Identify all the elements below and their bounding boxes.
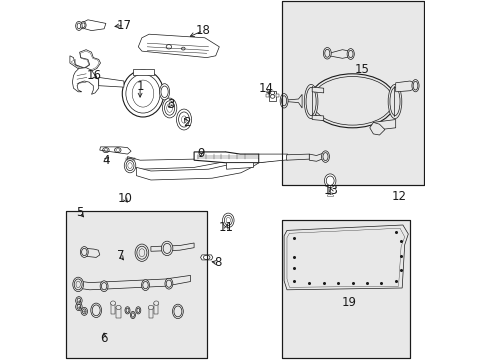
Polygon shape bbox=[138, 34, 219, 58]
Polygon shape bbox=[395, 81, 415, 92]
Ellipse shape bbox=[197, 160, 203, 165]
Polygon shape bbox=[373, 120, 395, 130]
Ellipse shape bbox=[270, 91, 274, 95]
Polygon shape bbox=[200, 255, 212, 260]
Ellipse shape bbox=[162, 98, 177, 118]
Ellipse shape bbox=[387, 84, 401, 119]
Polygon shape bbox=[328, 50, 349, 58]
Ellipse shape bbox=[270, 95, 274, 98]
Ellipse shape bbox=[73, 277, 83, 292]
Polygon shape bbox=[284, 225, 407, 290]
Ellipse shape bbox=[153, 301, 159, 305]
Text: 13: 13 bbox=[323, 184, 338, 197]
Ellipse shape bbox=[125, 307, 130, 314]
Ellipse shape bbox=[161, 241, 172, 256]
Ellipse shape bbox=[122, 70, 163, 117]
Polygon shape bbox=[258, 154, 287, 163]
Ellipse shape bbox=[76, 303, 82, 311]
Polygon shape bbox=[64, 0, 424, 360]
Text: 15: 15 bbox=[354, 63, 369, 76]
Text: 6: 6 bbox=[100, 332, 108, 345]
Ellipse shape bbox=[116, 305, 121, 310]
Ellipse shape bbox=[76, 297, 82, 305]
Ellipse shape bbox=[100, 281, 108, 292]
Polygon shape bbox=[285, 94, 302, 108]
Ellipse shape bbox=[110, 301, 115, 305]
Polygon shape bbox=[133, 69, 153, 75]
Polygon shape bbox=[81, 20, 106, 31]
Ellipse shape bbox=[80, 22, 86, 29]
Text: 11: 11 bbox=[219, 221, 234, 234]
Polygon shape bbox=[286, 154, 309, 160]
Polygon shape bbox=[154, 303, 158, 314]
Polygon shape bbox=[72, 68, 99, 94]
Polygon shape bbox=[311, 87, 323, 93]
Polygon shape bbox=[148, 307, 153, 318]
Polygon shape bbox=[86, 248, 100, 257]
Ellipse shape bbox=[136, 307, 141, 314]
Text: 9: 9 bbox=[197, 147, 204, 159]
Polygon shape bbox=[369, 122, 384, 135]
Polygon shape bbox=[265, 94, 268, 97]
Polygon shape bbox=[151, 243, 194, 251]
Polygon shape bbox=[136, 154, 258, 180]
Text: 18: 18 bbox=[195, 24, 210, 37]
Text: 14: 14 bbox=[258, 82, 273, 95]
Polygon shape bbox=[276, 94, 279, 97]
Polygon shape bbox=[66, 211, 206, 358]
Ellipse shape bbox=[321, 151, 329, 162]
Text: 8: 8 bbox=[213, 256, 221, 269]
Ellipse shape bbox=[280, 94, 287, 108]
Text: 17: 17 bbox=[116, 19, 131, 32]
Ellipse shape bbox=[91, 303, 102, 318]
Ellipse shape bbox=[141, 280, 149, 291]
Polygon shape bbox=[111, 303, 115, 314]
Ellipse shape bbox=[176, 109, 191, 130]
Ellipse shape bbox=[124, 158, 136, 173]
Ellipse shape bbox=[135, 244, 148, 261]
Polygon shape bbox=[226, 163, 253, 169]
Text: 12: 12 bbox=[391, 190, 406, 203]
Ellipse shape bbox=[148, 305, 153, 310]
Ellipse shape bbox=[172, 304, 183, 319]
Polygon shape bbox=[70, 50, 101, 72]
Ellipse shape bbox=[222, 213, 234, 228]
Ellipse shape bbox=[411, 80, 418, 92]
Polygon shape bbox=[99, 77, 123, 87]
Polygon shape bbox=[77, 275, 190, 290]
Text: 7: 7 bbox=[116, 249, 124, 262]
Polygon shape bbox=[100, 147, 131, 154]
Text: 1: 1 bbox=[136, 80, 143, 93]
Polygon shape bbox=[311, 115, 323, 121]
Polygon shape bbox=[282, 220, 409, 358]
Ellipse shape bbox=[346, 49, 354, 59]
Ellipse shape bbox=[130, 311, 135, 319]
Polygon shape bbox=[127, 152, 225, 169]
Polygon shape bbox=[116, 307, 121, 318]
Polygon shape bbox=[268, 91, 276, 101]
Ellipse shape bbox=[304, 84, 317, 119]
Text: 10: 10 bbox=[117, 192, 132, 205]
Ellipse shape bbox=[159, 84, 169, 100]
Polygon shape bbox=[194, 152, 258, 163]
Text: 3: 3 bbox=[167, 98, 174, 111]
Ellipse shape bbox=[309, 74, 395, 128]
Ellipse shape bbox=[81, 307, 87, 315]
Polygon shape bbox=[282, 1, 423, 185]
Ellipse shape bbox=[323, 48, 330, 59]
Polygon shape bbox=[309, 153, 323, 161]
Text: 2: 2 bbox=[183, 116, 190, 129]
Text: 19: 19 bbox=[341, 296, 356, 309]
Text: 4: 4 bbox=[102, 154, 109, 167]
Ellipse shape bbox=[76, 21, 82, 30]
Text: 16: 16 bbox=[86, 69, 102, 82]
Ellipse shape bbox=[80, 247, 88, 257]
Text: 5: 5 bbox=[76, 206, 83, 219]
Ellipse shape bbox=[324, 174, 335, 188]
Ellipse shape bbox=[164, 278, 172, 289]
